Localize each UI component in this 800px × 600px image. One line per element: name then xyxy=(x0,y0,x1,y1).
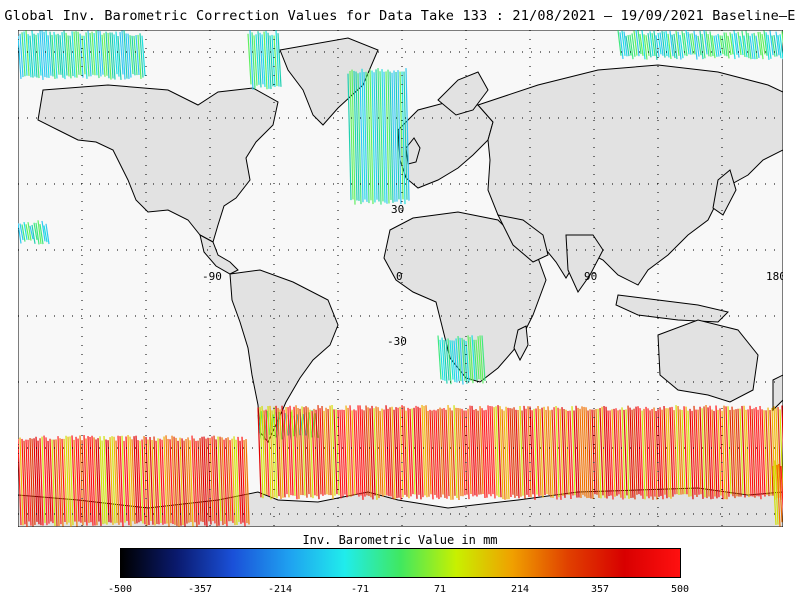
colorbar xyxy=(120,548,681,578)
colorbar-tick: -71 xyxy=(351,584,369,595)
colorbar-tick: 214 xyxy=(511,584,529,595)
colorbar-ticks: -500 -357 -214 -71 71 214 357 500 xyxy=(0,584,800,598)
colorbar-tick: -214 xyxy=(268,584,292,595)
map-title: Global Inv. Barometric Correction Values… xyxy=(0,8,800,24)
lon-label-0: 0 xyxy=(396,270,403,283)
lon-label-180: 180 xyxy=(766,270,783,283)
colorbar-tick: -357 xyxy=(188,584,212,595)
lat-label-30: 30 xyxy=(391,203,404,216)
lon-label-90: 90 xyxy=(584,270,597,283)
lat-label-neg30: -30 xyxy=(387,335,407,348)
colorbar-tick: -500 xyxy=(108,584,132,595)
colorbar-tick: 71 xyxy=(434,584,446,595)
colorbar-tick: 357 xyxy=(591,584,609,595)
world-map: -90 0 90 180 30 -30 xyxy=(18,30,783,527)
colorbar-tick: 500 xyxy=(671,584,689,595)
lon-label-neg90: -90 xyxy=(202,270,222,283)
colorbar-title: Inv. Barometric Value in mm xyxy=(0,533,800,547)
